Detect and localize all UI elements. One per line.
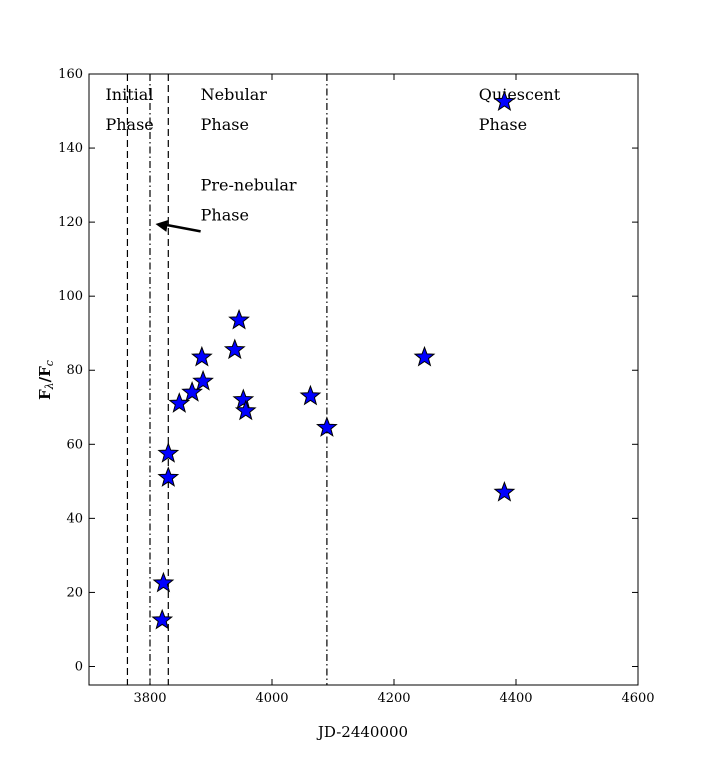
y-tick-label: 40	[66, 511, 83, 526]
y-tick-label: 100	[58, 289, 83, 304]
x-tick-label: 4400	[499, 691, 532, 706]
phase-annotation-text: Phase	[479, 115, 527, 134]
data-point-star	[192, 369, 214, 391]
phase-annotations: Initial Phase Nebular Phase Quiescent Phase Pr…	[105, 85, 560, 225]
data-point-star	[493, 90, 516, 112]
x-tick-label: 3800	[133, 691, 166, 706]
data-point-star	[223, 338, 246, 360]
data-point-star	[232, 388, 255, 410]
x-axis-label: JD-2440000	[316, 723, 408, 741]
pre-nebular-arrow	[155, 219, 201, 233]
data-point-star	[316, 416, 338, 437]
data-point-star	[157, 466, 180, 487]
x-axis-ticks: 3800 4000 4200 4400 4600	[133, 74, 655, 706]
data-point-star	[151, 608, 174, 630]
phase-annotation-text: Initial	[105, 85, 153, 104]
x-tick-label: 4200	[377, 691, 410, 706]
data-point-star	[168, 392, 191, 413]
data-point-star	[493, 481, 516, 502]
y-tick-label: 120	[58, 215, 83, 230]
data-point-star	[190, 345, 213, 367]
x-tick-label: 4000	[255, 691, 288, 706]
y-axis-label: Fλ/Fc	[36, 360, 56, 400]
data-point-star	[228, 308, 250, 330]
phase-annotation-text: Phase	[201, 115, 249, 134]
phase-annotation-text: Phase	[201, 206, 249, 225]
phase-boundary-lines	[126, 74, 328, 685]
data-point-star	[299, 384, 322, 406]
data-point-star	[413, 345, 436, 367]
y-axis-ticks: 0 20 40 60 80 100 120 140 160	[58, 67, 638, 674]
data-point-star	[157, 442, 180, 463]
data-points	[151, 90, 516, 630]
y-tick-label: 160	[58, 67, 83, 82]
y-tick-label: 140	[58, 141, 83, 156]
y-tick-label: 60	[66, 437, 83, 452]
phase-annotation-text: Phase	[105, 115, 153, 134]
data-point-star	[181, 381, 203, 402]
plot-frame	[88, 73, 639, 686]
arrow-head	[155, 219, 169, 232]
phase-annotation-text: Pre-nebular	[201, 176, 297, 195]
data-point-star	[152, 571, 175, 593]
y-tick-label: 20	[66, 585, 83, 600]
y-tick-label: 80	[66, 363, 83, 378]
data-point-star	[234, 399, 257, 421]
x-tick-label: 4600	[621, 691, 654, 706]
phase-annotation-text: Quiescent	[479, 85, 561, 104]
y-tick-label: 0	[75, 659, 83, 674]
phase-annotation-text: Nebular	[201, 85, 268, 104]
arrow-shaft	[161, 222, 201, 233]
